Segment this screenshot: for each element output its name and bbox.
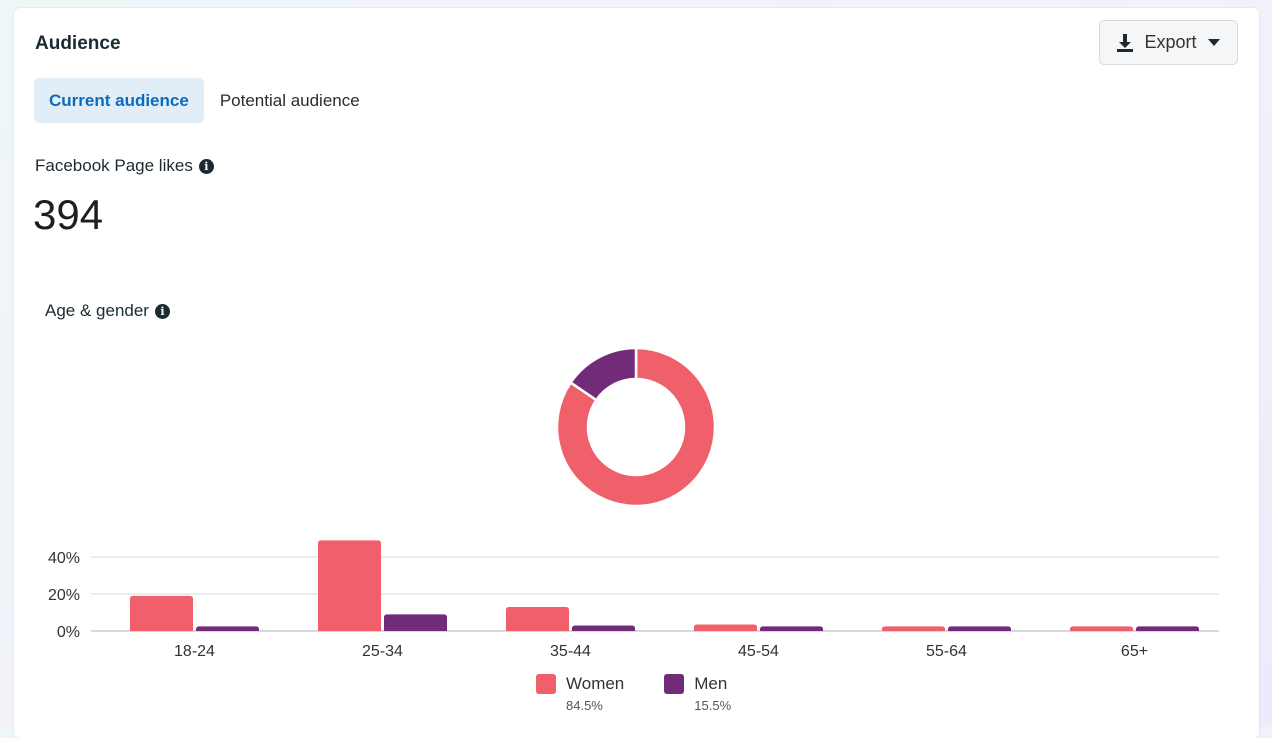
bar-women-55-64 — [882, 626, 945, 631]
chart-legend: Women 84.5% Men 15.5% — [536, 674, 731, 713]
legend-pct-men: 15.5% — [694, 698, 732, 713]
legend-swatch-men — [664, 674, 685, 694]
bar-women-25-34 — [318, 540, 381, 631]
legend-label-women: Women — [566, 674, 625, 693]
x-tick-label: 18-24 — [174, 643, 215, 660]
legend-pct-women: 84.5% — [566, 698, 603, 713]
bar-men-55-64 — [948, 626, 1011, 631]
page-likes-value: 394 — [33, 191, 104, 238]
bar-men-18-24 — [196, 626, 259, 631]
bar-men-45-54 — [760, 626, 823, 631]
donut-slice-women — [555, 346, 717, 508]
bar-women-65+ — [1070, 626, 1133, 631]
bar-men-25-34 — [384, 614, 447, 631]
section-title: Audience — [35, 33, 121, 54]
caret-down-icon — [1207, 38, 1220, 46]
audience-card: Audience Export Current audience Potenti… — [14, 8, 1259, 738]
legend-label-men: Men — [694, 674, 728, 693]
y-tick-label: 20% — [48, 587, 80, 604]
bar-women-35-44 — [506, 606, 569, 631]
info-icon[interactable]: i — [198, 158, 214, 174]
y-tick-label: 40% — [48, 550, 80, 567]
page-likes-label-text: Facebook Page likes — [35, 156, 193, 175]
export-button[interactable]: Export — [1099, 20, 1238, 65]
tab-current-audience[interactable]: Current audience — [34, 78, 204, 123]
bar-women-18-24 — [130, 595, 193, 631]
bar-men-35-44 — [572, 625, 635, 631]
page-likes-label: Facebook Page likes i — [35, 156, 214, 176]
x-tick-label: 25-34 — [362, 643, 403, 660]
info-icon[interactable]: i — [154, 303, 170, 319]
age-gender-label: Age & gender i — [45, 301, 170, 321]
bar-men-65+ — [1136, 626, 1199, 631]
y-tick-label: 0% — [57, 624, 80, 641]
x-tick-label: 55-64 — [926, 643, 967, 660]
donut-slice-men — [568, 346, 638, 402]
x-tick-label: 45-54 — [738, 643, 779, 660]
x-tick-label: 35-44 — [550, 643, 591, 660]
age-gender-label-text: Age & gender — [45, 301, 149, 320]
download-icon — [1117, 33, 1134, 52]
age-gender-chart: 0% 20% 40% 18-24 25-34 35-44 45-54 55-64 65+ — [48, 346, 1219, 660]
legend-item-men[interactable]: Men 15.5% — [664, 674, 731, 713]
tab-potential-audience[interactable]: Potential audience — [219, 90, 360, 110]
x-tick-label: 65+ — [1121, 643, 1148, 660]
audience-tabs: Current audience Potential audience — [34, 78, 375, 123]
legend-swatch-women — [536, 674, 556, 694]
export-label: Export — [1144, 32, 1197, 52]
bar-women-45-54 — [694, 624, 757, 631]
legend-item-women[interactable]: Women 84.5% — [536, 674, 624, 713]
